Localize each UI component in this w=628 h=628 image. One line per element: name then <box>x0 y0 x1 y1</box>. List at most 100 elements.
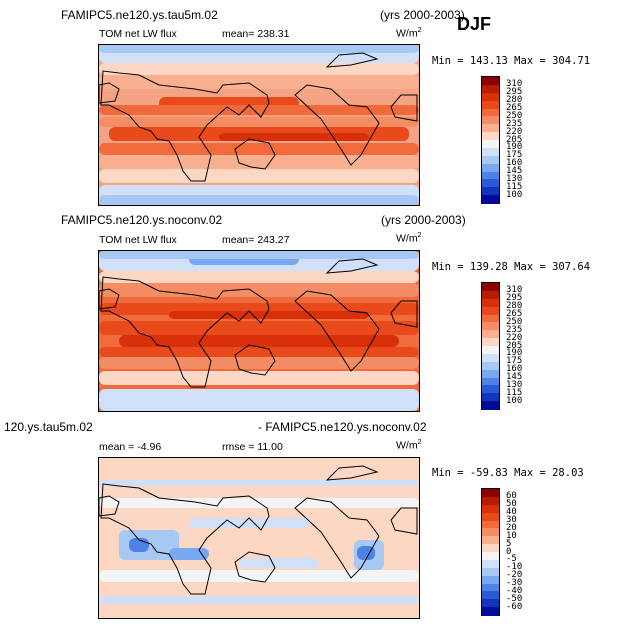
field-contour-band <box>239 558 319 568</box>
colorbar-level-label: 130 <box>506 379 523 390</box>
colorbar-level-label: 265 <box>506 309 523 319</box>
colorbar-swatch <box>482 132 499 141</box>
colorbar-level-label: 220 <box>506 332 523 343</box>
field-contour-band <box>99 169 419 183</box>
colorbar-swatch <box>482 84 499 94</box>
colorbar-swatch <box>482 591 499 600</box>
panel2-mean: mean= 243.27 <box>222 234 290 246</box>
colorbar-level-label: 235 <box>506 324 523 335</box>
colorbar-level-label: 205 <box>506 134 523 145</box>
field-contour-band <box>99 271 419 283</box>
colorbar-level-label: 280 <box>506 301 523 312</box>
colorbar-level-label: -60 <box>506 601 523 612</box>
colorbar-swatch <box>482 330 499 339</box>
field-contour-band <box>99 63 419 75</box>
colorbar-level-label: 40 <box>506 507 517 518</box>
colorbar-level-label: 145 <box>506 372 523 382</box>
coastline <box>234 344 276 376</box>
colorbar-swatch <box>482 353 499 363</box>
colorbar-swatch <box>482 338 499 347</box>
field-svg <box>99 45 419 205</box>
colorbar-level-label: 265 <box>506 103 523 113</box>
field-contour-band <box>99 347 419 357</box>
panel3-map <box>98 457 420 619</box>
coastline <box>99 82 120 104</box>
field-contour-band <box>99 321 419 335</box>
field-contour-band <box>99 570 419 582</box>
panel1-units: W/m2 <box>396 27 422 40</box>
colorbar-swatch <box>482 314 499 323</box>
field-contour-band <box>169 548 209 560</box>
colorbar-swatch <box>482 377 499 386</box>
colorbar-level-label: 50 <box>506 499 517 510</box>
coastline <box>294 290 380 372</box>
colorbar-level-label: 175 <box>506 356 523 367</box>
colorbar-swatch <box>482 575 499 584</box>
panel1-variable: TOM net LW flux <box>99 28 177 40</box>
colorbar-level-label: 190 <box>506 142 523 153</box>
coastline <box>390 300 418 328</box>
colorbar-level-label: 5 <box>506 538 512 549</box>
colorbar-level-label: -30 <box>506 578 523 588</box>
field-svg <box>99 251 419 411</box>
colorbar-swatch <box>482 92 499 102</box>
colorbar-level-label: 20 <box>506 522 517 533</box>
colorbar-swatch <box>482 583 499 592</box>
colorbar-level-label: 160 <box>506 364 523 375</box>
colorbar-level-label: 175 <box>506 150 523 161</box>
panel2-case-title: FAMIPC5.ne120.ys.noconv.02 <box>61 213 223 227</box>
colorbar-level-label: 0 <box>506 546 512 557</box>
colorbar-swatch <box>482 187 499 196</box>
colorbar-swatch <box>482 77 499 86</box>
field-contour-band <box>99 357 419 369</box>
colorbar-swatch <box>482 536 499 545</box>
coastline <box>100 483 270 595</box>
field-contour-band <box>99 105 419 115</box>
colorbar-swatch <box>482 401 499 410</box>
colorbar-swatch <box>482 346 499 355</box>
colorbar-swatch <box>482 599 499 608</box>
colorbar-swatch <box>482 171 499 180</box>
panel3-units: W/m2 <box>396 439 422 452</box>
colorbar-swatch <box>482 147 499 157</box>
panel1-minmax: Min = 143.13 Max = 304.71 <box>432 55 591 67</box>
colorbar-level-label: 160 <box>506 158 523 169</box>
panel3-case-title-right: - FAMIPC5.ne120.ys.noconv.02 <box>258 420 427 434</box>
colorbar-swatch <box>482 385 499 394</box>
colorbar-level-label: -40 <box>506 585 523 596</box>
coastline <box>100 70 270 182</box>
coastline <box>390 94 418 122</box>
colorbar-swatch <box>482 504 499 514</box>
field-contour-band <box>189 518 309 528</box>
field-contour-band <box>99 596 419 604</box>
colorbar-level-label: -50 <box>506 593 523 604</box>
colorbar-level-label: 235 <box>506 118 523 129</box>
colorbar-swatch <box>482 116 499 125</box>
panel1-colorbar: 310 295 280 265 250 235 220 205 190 175 160 145 130 1… <box>481 76 522 204</box>
field-contour-band <box>99 480 419 486</box>
colorbar-level-label: 60 <box>506 491 517 502</box>
field-contour-band <box>99 371 419 385</box>
coastline <box>325 52 379 68</box>
field-contour-band <box>99 117 419 127</box>
colorbar-swatch <box>482 306 499 315</box>
panel3-mean: mean = -4.96 <box>99 441 162 453</box>
colorbar-level-label: 295 <box>506 87 523 98</box>
field-contour-band <box>99 195 419 205</box>
colorbar-swatch <box>482 369 499 378</box>
colorbar-swatch <box>482 290 499 300</box>
colorbar-swatch <box>482 567 499 577</box>
colorbar-level-label: 100 <box>506 395 523 406</box>
field-contour-band <box>119 335 399 347</box>
colorbar-swatch <box>482 163 499 172</box>
panel2-map <box>98 250 420 412</box>
colorbar-swatch <box>482 512 499 521</box>
colorbar-level-label: -5 <box>506 554 517 565</box>
field-contour-band <box>99 143 419 155</box>
colorbar-swatch <box>482 607 499 616</box>
panel1-map <box>98 44 420 206</box>
colorbar-swatch <box>482 298 499 308</box>
colorbar-swatch <box>482 283 499 292</box>
colorbar-level-label: 100 <box>506 189 523 200</box>
coastline <box>325 258 379 274</box>
